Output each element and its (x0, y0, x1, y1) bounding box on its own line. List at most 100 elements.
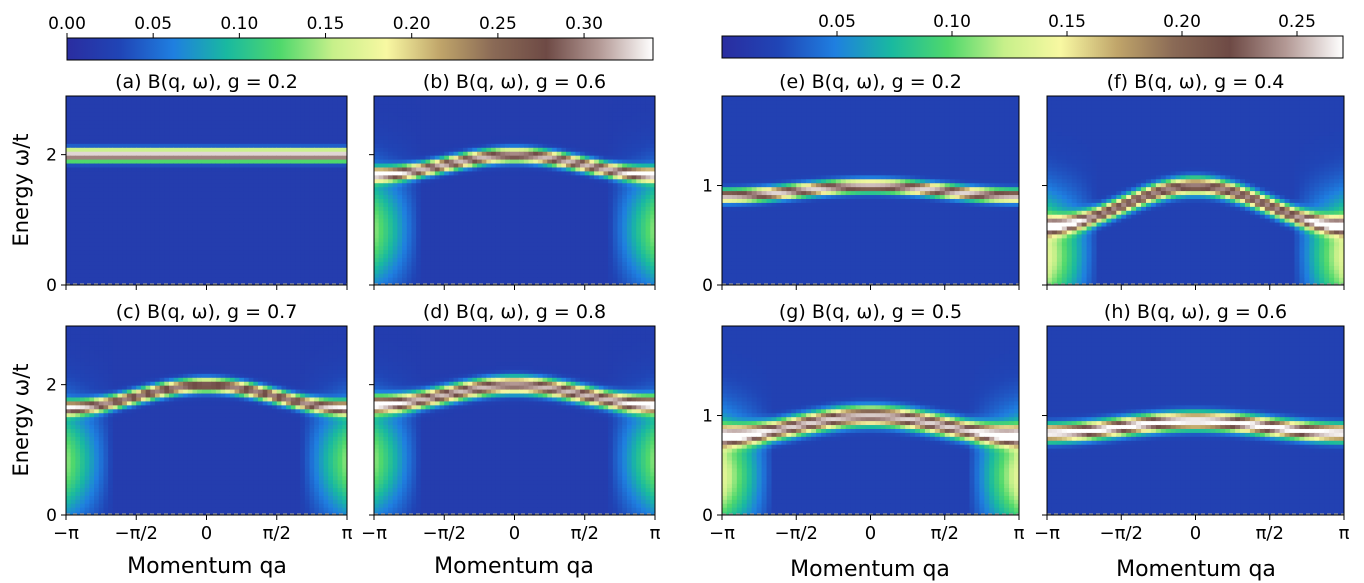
heatmap-cell (164, 107, 170, 113)
heatmap-cell (337, 96, 343, 101)
heatmap-cell (486, 162, 492, 168)
heatmap-cell (239, 99, 245, 105)
heatmap-cell (75, 261, 81, 266)
heatmap-cell (458, 237, 464, 243)
heatmap-cell (215, 218, 222, 223)
heatmap-cell (477, 155, 483, 160)
heatmap-cell (332, 143, 339, 148)
heatmap-cell (477, 210, 483, 215)
heatmap-cell (505, 178, 511, 184)
heatmap-cell (281, 159, 287, 164)
heatmap-cell (570, 123, 576, 129)
heatmap-cell (519, 229, 525, 235)
heatmap-cell (234, 123, 240, 129)
heatmap-cell (570, 265, 576, 270)
heatmap-cell (206, 147, 212, 152)
heatmap-cell (397, 162, 403, 168)
heatmap-cell (304, 99, 311, 105)
heatmap-cell (519, 249, 525, 255)
heatmap-cell (225, 178, 231, 184)
heatmap-cell (519, 265, 525, 270)
heatmap-cell (570, 135, 576, 140)
heatmap-cell (495, 202, 502, 207)
heatmap-cell (430, 273, 436, 278)
heatmap-cell (434, 143, 441, 148)
heatmap-cell (145, 115, 151, 121)
heatmap-cell (164, 151, 170, 156)
heatmap-cell (211, 151, 217, 156)
heatmap-cell (295, 210, 301, 215)
heatmap-cell (328, 214, 334, 219)
heatmap-cell (323, 119, 329, 125)
heatmap-cell (150, 194, 156, 199)
heatmap-cell (276, 107, 283, 113)
heatmap-cell (547, 273, 553, 278)
heatmap-cell (215, 241, 222, 247)
heatmap-cell (472, 237, 478, 243)
heatmap-cell (486, 127, 492, 133)
heatmap-cell (178, 202, 184, 207)
heatmap-cell (225, 222, 231, 227)
heatmap-cell (509, 103, 516, 109)
heatmap-cell (136, 143, 142, 148)
heatmap-cell (112, 206, 119, 211)
heatmap-cell (570, 281, 576, 285)
heatmap-cell (229, 229, 236, 235)
heatmap-cell (253, 99, 259, 105)
heatmap-cell (243, 249, 250, 255)
heatmap-cell (267, 194, 273, 199)
heatmap-cell (458, 139, 464, 144)
heatmap-cell (430, 202, 436, 207)
heatmap-cell (566, 241, 572, 247)
heatmap-cell (169, 103, 175, 109)
heatmap-cell (318, 147, 325, 152)
heatmap-cell (234, 269, 240, 274)
heatmap-cell (314, 162, 320, 168)
heatmap-cell (323, 143, 329, 148)
heatmap-cell (448, 182, 455, 188)
heatmap-cell (159, 159, 165, 164)
heatmap-cell (243, 281, 250, 285)
heatmap-cell (70, 206, 76, 211)
heatmap-cell (383, 277, 389, 282)
heatmap-cell (145, 202, 151, 207)
heatmap-cell (84, 198, 91, 203)
heatmap-cell (378, 162, 384, 168)
heatmap-cell (434, 269, 441, 274)
heatmap-cell (472, 190, 478, 196)
heatmap-cell (94, 111, 100, 117)
heatmap-cell (448, 206, 455, 211)
heatmap-cell (108, 198, 114, 203)
heatmap-cell (286, 253, 292, 259)
heatmap-cell (84, 166, 91, 172)
heatmap-cell (402, 253, 408, 259)
heatmap-cell (448, 273, 455, 278)
heatmap-cell (328, 273, 334, 278)
heatmap-cell (551, 194, 558, 199)
heatmap-cell (140, 182, 147, 188)
heatmap-cell (192, 269, 198, 274)
heatmap-cell (314, 143, 320, 148)
heatmap-cell (477, 273, 483, 278)
heatmap-cell (575, 269, 581, 274)
heatmap-cell (392, 147, 399, 152)
heatmap-cell (575, 265, 581, 270)
heatmap-cell (397, 166, 403, 172)
heatmap-cell (491, 151, 497, 156)
heatmap-cell (561, 170, 567, 176)
heatmap-cell (462, 277, 469, 282)
heatmap-cell (453, 202, 459, 207)
heatmap-cell (178, 218, 184, 223)
heatmap-cell (500, 277, 506, 282)
heatmap-cell (514, 281, 520, 285)
heatmap-cell (248, 166, 254, 172)
heatmap-cell (117, 257, 123, 262)
heatmap-cell (286, 162, 292, 168)
heatmap-cell (94, 229, 100, 235)
heatmap-cell (392, 241, 399, 247)
colorbar-right-bar (721, 35, 1344, 59)
heatmap-cell (318, 277, 325, 282)
heatmap-cell (402, 115, 408, 121)
heatmap-cell (215, 127, 222, 133)
heatmap-cell (566, 96, 572, 101)
